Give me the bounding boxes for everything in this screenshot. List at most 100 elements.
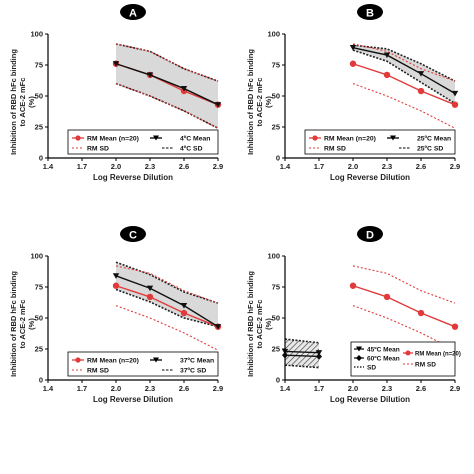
legend-rm-mean-marker [405,350,411,356]
x-tick-label: 1.7 [314,384,324,393]
series-line-1 [115,63,219,106]
panel-badge [120,226,146,242]
sd-lower-line [284,364,320,369]
series-line-2 [284,354,320,358]
legend-60-marker [356,355,362,361]
legend-other-sd-label: 37ºC SD [180,368,206,375]
mean-point [451,90,459,97]
panel-badge-label: A [129,8,137,20]
panel-b: 0 25 50 75 100 1.4 1.7 2.0 2.3 2.6 2.9 Log Reverse … [246,4,460,182]
mean-point [383,52,391,59]
legend-45-marker [356,346,362,352]
y-tick-label: 100 [30,252,43,261]
y-axis-label-line: to ACE-2 mFc [18,78,27,127]
panel-badge [120,4,146,20]
y-tick-label: 50 [272,92,280,101]
y-tick-label: 50 [35,92,43,101]
legend-box [67,129,219,155]
rm-sd-lower-line [115,305,219,351]
y-axis-label-line: (%) [264,318,273,330]
y-axis-label: Inhibition of RBD hFc bindingto ACE-2 mF… [246,271,273,377]
y-axis-label-line: (%) [264,96,273,108]
legend-rm-mean-label: RM Mean (n=20) [324,136,376,143]
y-axis-label-line: to ACE-2 mFc [255,300,264,349]
legend-box [350,341,456,377]
y-axis-label-line: (%) [27,318,36,330]
x-tick-label: 2.9 [450,162,460,171]
legend-rm-mean-label: RM Mean (n=20) [87,136,139,143]
rm-sd-upper-line [115,43,219,82]
y-axis-label-line: to ACE-2 mFc [255,78,264,127]
x-tick-label: 2.0 [111,384,121,393]
y-tick-label: 75 [35,61,43,70]
rm-mean-point [383,71,391,79]
legend-other-mean-label: 25ºC Mean [417,136,451,143]
legend-other-mean-label: 4ºC Mean [180,136,210,143]
mean-point [146,72,154,78]
mean-point [112,273,120,279]
rm-sd-upper-line [115,265,219,304]
y-axis-label: Inhibition of RBD hFc bindingto ACE-2 mF… [9,49,36,155]
y-tick-label: 100 [30,30,43,39]
rm-mean-point [349,282,357,289]
legend-other-mean-label: 37ºC Mean [180,358,214,365]
legend-rm-mean-marker [75,357,81,363]
series-line-1 [352,46,456,95]
mean-point [349,45,357,51]
mean-point [316,353,322,360]
rm-mean-point [180,309,188,317]
panel-badge-label: C [129,230,137,242]
x-tick-label: 2.9 [213,384,223,393]
x-tick-label: 2.9 [213,162,223,171]
y-tick-label: 100 [267,30,280,39]
sd-upper-line [352,44,456,82]
x-axis-label: Log Reverse Dilution [93,395,173,404]
legend-other-mean-marker [153,135,159,141]
series-line-1 [115,275,219,328]
y-tick-label: 0 [39,154,43,163]
legend-other-mean-marker [390,135,396,141]
legend-rm-sd-label: RM SD [87,146,109,153]
y-axis-label-line: Inhibition of RBD hFc binding [9,49,18,155]
y-tick-label: 50 [272,314,280,323]
legend-other-sd-label: 25ºC SD [417,146,443,153]
sd-lower-line [115,288,219,328]
mean-point [146,285,154,292]
legend-rm-mean-marker [312,135,318,141]
y-tick-label: 25 [35,123,43,132]
y-axis-label-line: Inhibition of RBD hFc binding [246,271,255,377]
panel-badge-label: D [366,230,374,242]
rm-mean-point [146,293,154,301]
legend-60-label: 60ºC Mean [367,356,400,363]
series-line-1 [284,350,320,354]
panel-badge-label: B [366,8,374,20]
y-axis-label-line: to ACE-2 mFc [18,300,27,349]
y-tick-label: 0 [276,154,280,163]
panel-badge [357,226,383,242]
y-tick-label: 100 [267,252,280,261]
y-tick-label: 75 [35,283,43,292]
x-tick-label: 1.4 [280,162,291,171]
x-tick-label: 2.6 [179,384,189,393]
rm-sd-lower-line [352,83,456,129]
mean-point [112,61,120,67]
series-line-0 [352,285,456,328]
x-tick-label: 1.4 [280,384,291,393]
sd-band [116,43,218,129]
sd-upper-line [115,261,219,304]
sd-lower-line [352,49,456,105]
series-line-0 [352,63,456,106]
y-tick-label: 75 [272,61,280,70]
y-tick-label: 25 [272,123,280,132]
mean-point [180,303,188,309]
rm-mean-point [112,282,120,289]
legend-box [304,129,456,155]
series-line-0 [115,285,219,328]
legend-rm-sd-label: RM SD [324,146,346,153]
rm-sd-lower-line [352,305,456,351]
rm-mean-point [451,101,459,108]
y-tick-label: 75 [272,283,280,292]
x-tick-label: 2.0 [111,162,121,171]
x-tick-label: 2.3 [145,384,155,393]
